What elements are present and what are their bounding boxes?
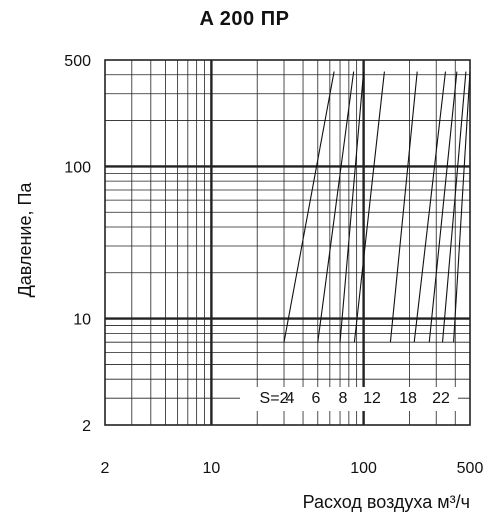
y-tick-label: 100 [64,159,91,176]
series-line-9 [453,71,471,343]
series-label: 6 [312,390,321,407]
grid [104,59,471,426]
series-line-1 [283,71,335,343]
plot-border [104,59,471,426]
x-tick-label: 100 [350,460,377,477]
series-line-3 [339,71,365,343]
series-line-8 [441,71,467,343]
series-label: 8 [339,390,348,407]
y-tick-label: 2 [82,418,91,435]
series-label: S=2 [260,390,289,407]
series-line-7 [428,71,458,343]
plot-frame [104,59,471,426]
y-tick-label: 500 [64,53,91,70]
series-label: 18 [399,390,417,407]
y-axis-label: Давление, Па [15,182,35,298]
series-line-4 [353,71,385,343]
series-lines [283,71,471,343]
chart-title: A 200 ПР [199,8,290,30]
series-label: 4 [286,390,295,407]
x-tick-label: 2 [101,460,110,477]
series-label-background [240,387,458,411]
series-label: 22 [432,390,450,407]
x-tick-label: 500 [457,460,484,477]
series-label: 12 [363,390,381,407]
y-tick-labels: 500 100 10 2 [64,53,91,435]
series-labels: S=24 6 8 12 18 22 [240,387,458,411]
x-tick-label: 10 [202,460,220,477]
series-line-5 [389,71,418,343]
series-line-6 [413,71,447,343]
x-tick-labels: 2 10 100 500 [101,460,484,477]
y-tick-label: 10 [73,312,91,329]
series-line-2 [317,71,355,343]
x-axis-label: Расход воздуха м³/ч [303,492,470,512]
